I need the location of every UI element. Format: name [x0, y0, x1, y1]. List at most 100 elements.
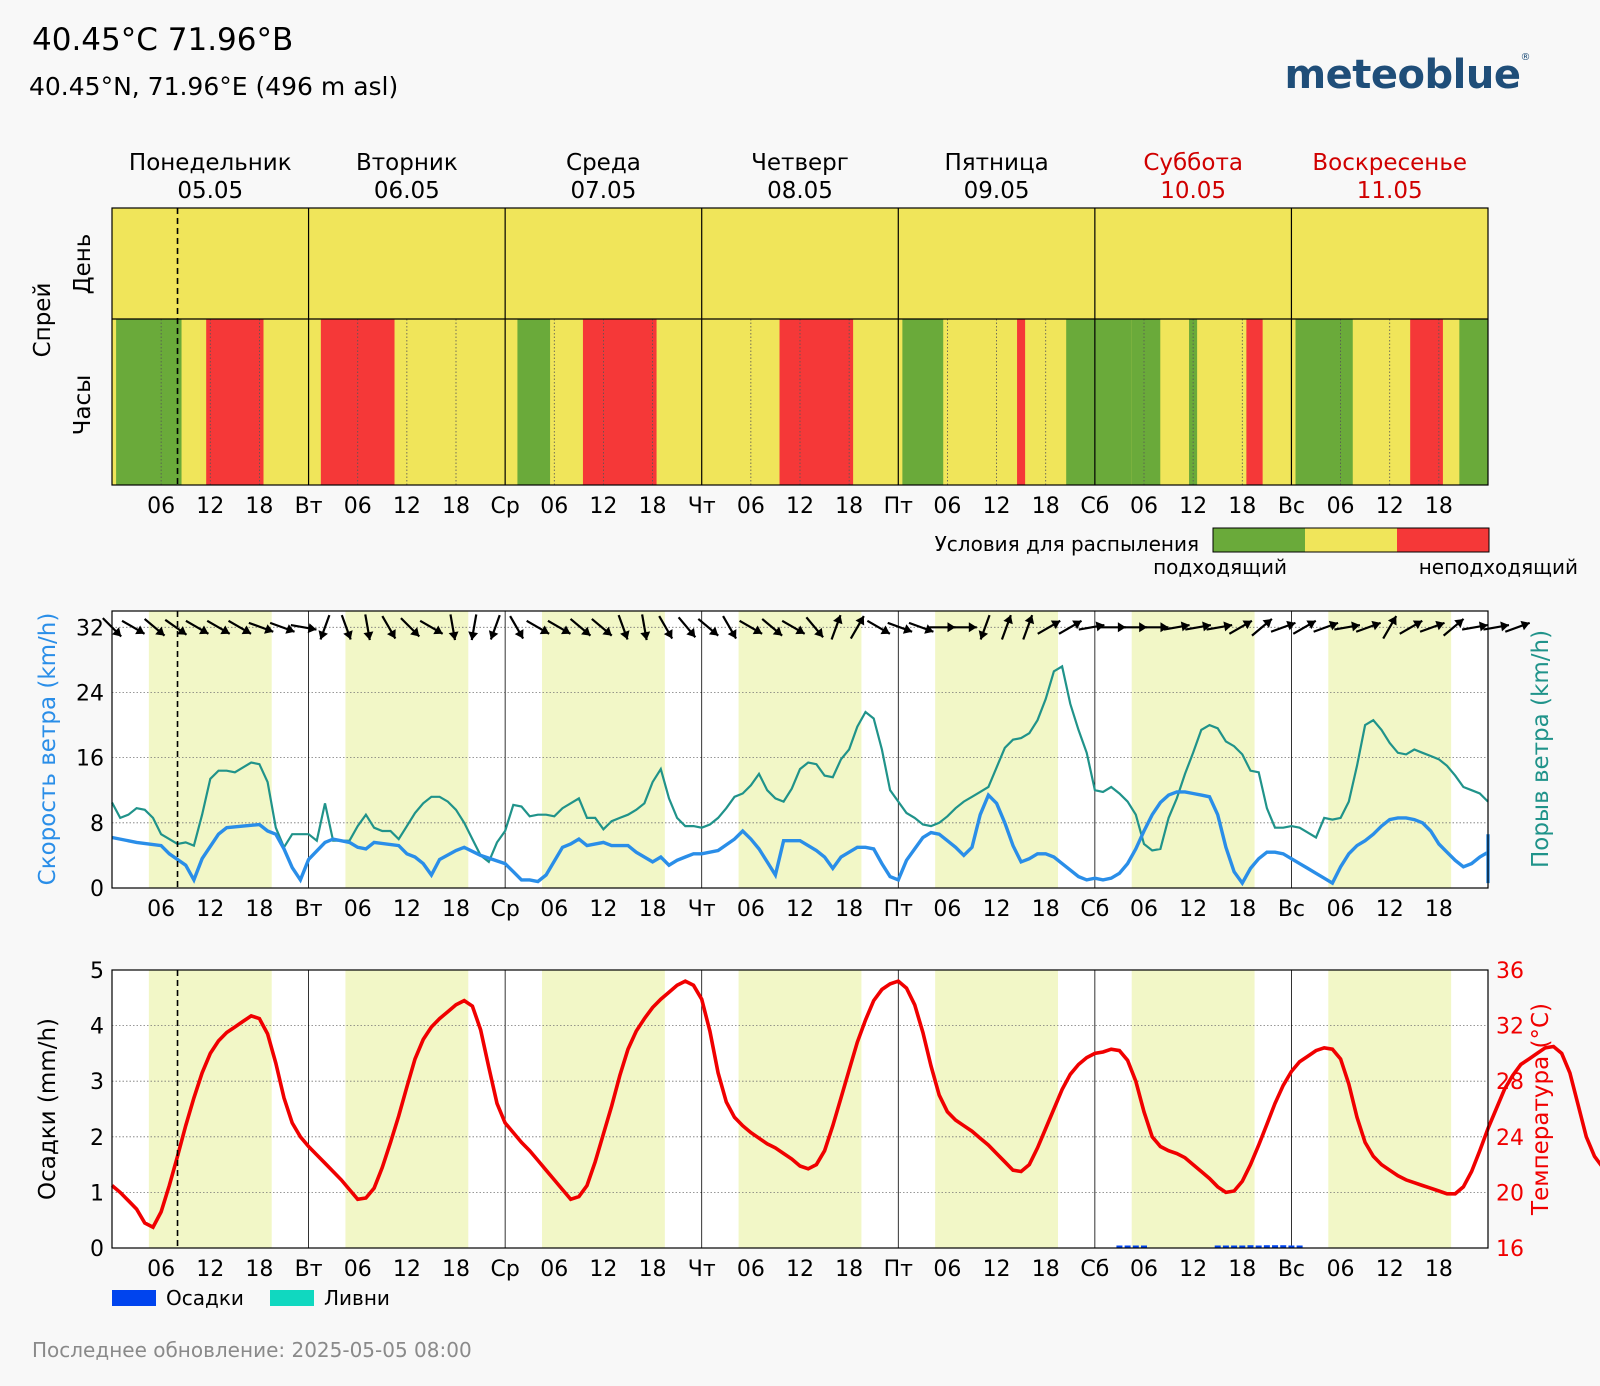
spray-legend-high: неподходящий — [1419, 555, 1578, 579]
legend-showers-label: Ливни — [324, 1286, 390, 1310]
spray-hour-tick: 18 — [1032, 494, 1060, 519]
wind-ytick: 32 — [76, 616, 104, 641]
spray-hour-tick: 06 — [1130, 494, 1158, 519]
spray-hour-segment-medium — [1160, 319, 1190, 485]
spray-row-hours-label: Часы — [70, 375, 96, 436]
arrow-head — [1223, 621, 1233, 632]
precip-daylight-band — [1328, 970, 1452, 1248]
wind-direction-arrow — [1037, 619, 1061, 635]
precip-bar — [1239, 1245, 1246, 1248]
arrow-head — [727, 629, 737, 639]
precip-ytick: 1 — [90, 1181, 104, 1206]
arrow-head — [1160, 622, 1169, 633]
arrow-head — [539, 625, 550, 635]
wind-hour-tick: 12 — [589, 897, 617, 922]
spray-day-cell — [898, 208, 1095, 319]
wind-direction-arrow — [1163, 621, 1190, 632]
arrow-head — [135, 625, 145, 635]
logo-registered-mark: ® — [1520, 52, 1531, 63]
wind-hour-tick: 12 — [1376, 897, 1404, 922]
precip-bar — [1132, 1245, 1139, 1248]
arrow-head — [241, 625, 252, 635]
arrow-head — [1328, 620, 1339, 631]
location-coordinates: 40.45°N, 71.96°E (496 m asl) — [29, 72, 399, 101]
spray-hour-tick: 12 — [589, 494, 617, 519]
wind-direction-arrow — [1313, 620, 1339, 633]
wind-ytick: 16 — [76, 747, 104, 772]
arrow-head — [387, 629, 396, 639]
spray-hour-segment-medium — [1025, 319, 1067, 485]
wind-direction-arrow — [697, 618, 719, 637]
arrow-head — [924, 624, 934, 634]
day-name-1: Вторник — [356, 150, 458, 176]
spray-hour-segment-suitable — [1295, 319, 1353, 485]
wind-direction-arrow — [866, 619, 891, 635]
arrow-head — [1242, 620, 1252, 630]
wind-direction-arrow — [908, 621, 934, 634]
precip-bar — [1255, 1245, 1262, 1248]
day-name-3: Четверг — [751, 150, 849, 176]
day-date-4: 09.05 — [964, 178, 1030, 204]
wind-direction-arrow — [761, 618, 783, 637]
arrow-head — [902, 624, 913, 634]
wind-direction-arrow — [290, 623, 317, 634]
spray-hour-segment-medium — [550, 319, 583, 485]
wind-day-tick-3: Чт — [688, 897, 716, 922]
wind-direction-arrow — [381, 615, 397, 640]
precip-bar — [1272, 1245, 1279, 1248]
wind-hour-tick: 12 — [983, 897, 1011, 922]
spray-hour-segment-suitable — [1459, 319, 1488, 485]
wind-direction-arrow — [1504, 620, 1531, 633]
spray-hour-segment-unsuitable — [1410, 319, 1443, 485]
arrow-head — [199, 625, 209, 635]
precip-daylight-band — [542, 970, 665, 1248]
spray-hour-tick: 18 — [639, 494, 667, 519]
precip-hour-tick: 12 — [393, 1257, 421, 1282]
wind-direction-arrow — [1270, 620, 1296, 633]
precip-hour-tick: 06 — [1327, 1257, 1355, 1282]
precip-panel-frame — [111, 969, 1489, 1249]
wind-gust-axis-label: Порыв ветра (km/h) — [1528, 630, 1554, 868]
wind-direction-arrow — [722, 615, 738, 640]
wind-hour-tick: 06 — [540, 897, 568, 922]
arrow-head — [1412, 620, 1423, 630]
spray-hour-segment-medium — [656, 319, 780, 485]
spray-hour-segment-medium — [1197, 319, 1247, 485]
day-name-5: Суббота — [1143, 150, 1243, 176]
wind-day-tick-4: Пт — [884, 897, 914, 922]
arrow-head — [1180, 621, 1190, 632]
wind-direction-arrow — [739, 619, 763, 635]
wind-ytick: 8 — [90, 812, 104, 837]
wind-ytick: 24 — [76, 681, 104, 706]
precip-bar — [1124, 1245, 1131, 1248]
wind-direction-arrow — [1000, 614, 1013, 640]
arrow-head — [307, 623, 317, 634]
temperature-ytick: 24 — [1496, 1126, 1524, 1151]
precip-axis-label: Осадки (mm/h) — [35, 1018, 61, 1200]
spray-day-cell — [505, 208, 702, 319]
precip-day-tick-6: Вс — [1278, 1257, 1305, 1282]
spray-panel-frame — [111, 207, 1489, 486]
arrow-head — [285, 624, 295, 634]
wind-direction-arrow — [509, 615, 525, 640]
wind-hour-tick: 12 — [1179, 897, 1207, 922]
wind-direction-arrow — [1292, 619, 1317, 635]
wind-direction-arrow — [887, 621, 913, 634]
spray-legend-frame — [1212, 527, 1490, 553]
wind-direction-arrow — [419, 619, 444, 635]
meteoblue-logo[interactable]: meteoblue® — [1285, 52, 1531, 98]
wind-direction-arrow — [591, 618, 613, 637]
legend-showers-swatch — [270, 1290, 314, 1306]
wind-direction-arrow — [569, 618, 592, 637]
spray-hour-segment-unsuitable — [320, 319, 395, 485]
precip-hour-tick: 12 — [1376, 1257, 1404, 1282]
precip-bar — [1141, 1245, 1147, 1248]
wind-direction-arrow — [640, 614, 651, 641]
wind-hour-tick: 06 — [1130, 897, 1158, 922]
spray-hour-tick: 18 — [1228, 494, 1256, 519]
temperature-ytick: 32 — [1496, 1015, 1524, 1040]
spray-hour-tick: 06 — [1327, 494, 1355, 519]
arrow-head — [318, 630, 328, 640]
location-title: 40.45°C 71.96°В — [32, 22, 294, 58]
wind-direction-arrow — [1058, 619, 1083, 635]
